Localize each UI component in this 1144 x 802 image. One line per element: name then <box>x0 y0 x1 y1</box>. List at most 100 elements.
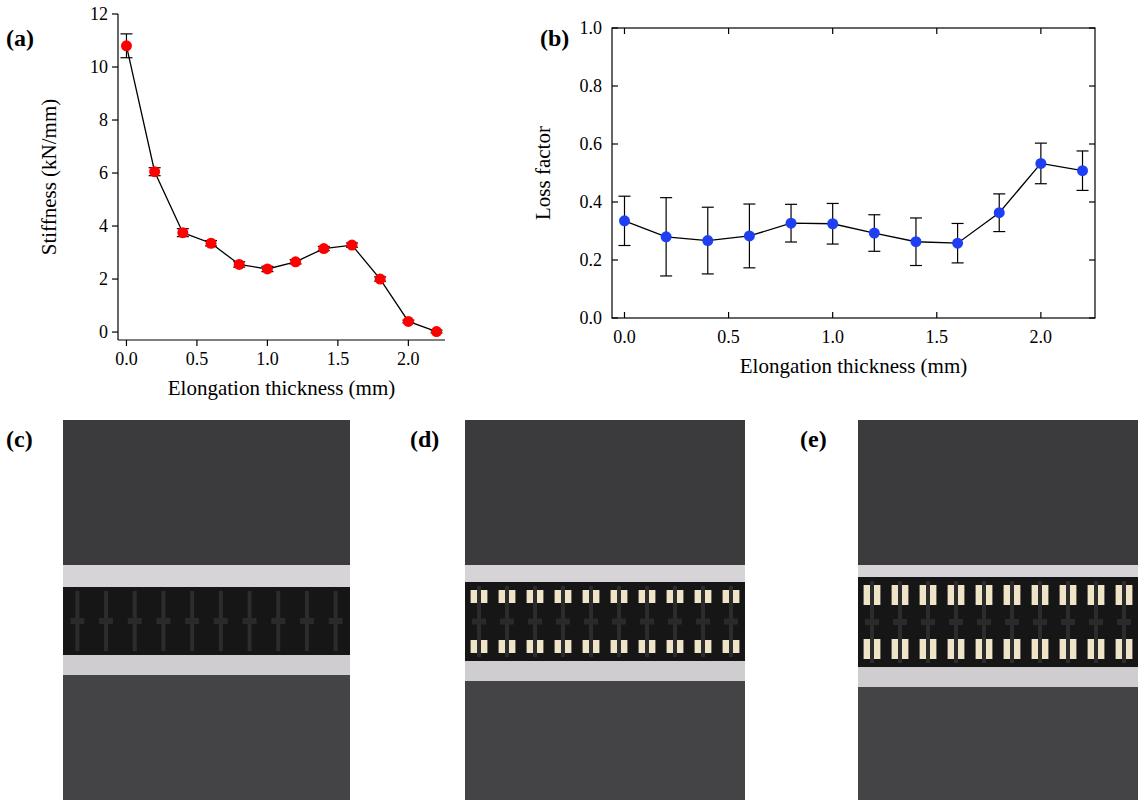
y-tick-label: 0.2 <box>580 250 603 270</box>
x-tick-top <box>624 28 625 34</box>
x-tick-label: 1.0 <box>821 327 844 347</box>
error-bar <box>868 215 880 252</box>
data-point <box>234 259 245 270</box>
y-axis-title: Stiffness (kN/mm) <box>37 99 61 256</box>
photo-background <box>63 420 350 800</box>
y-tick <box>112 13 118 14</box>
y-tick-label: 0.4 <box>580 192 603 212</box>
y-tick <box>612 143 618 144</box>
data-point <box>619 215 630 226</box>
photo-background <box>63 675 350 800</box>
y-tick-label: 2 <box>99 269 108 289</box>
x-tick <box>832 312 833 318</box>
x-tick-label: 0.0 <box>115 349 138 369</box>
photo-tooth <box>300 618 314 624</box>
photo-tooth <box>668 619 682 625</box>
data-point <box>346 240 357 251</box>
photo-tooth <box>1005 619 1019 625</box>
y-tick-right <box>1089 317 1095 318</box>
panel-0: 0.00.51.01.52.0024681012Elongation thick… <box>6 4 445 400</box>
photo-tooth <box>500 619 514 625</box>
data-point <box>177 227 188 238</box>
y-tick-label: 0.8 <box>580 76 603 96</box>
panel-label: (e) <box>800 426 827 452</box>
y-tick-label: 0.6 <box>580 134 603 154</box>
x-tick <box>196 340 197 346</box>
photo-tooth <box>70 618 84 624</box>
y-tick-right <box>1089 85 1095 86</box>
plot-frame <box>612 28 1095 318</box>
x-tick-label: 2.0 <box>1030 327 1053 347</box>
y-tick <box>112 119 118 120</box>
y-tick-label: 10 <box>90 57 108 77</box>
data-point <box>702 235 713 246</box>
photo-tooth <box>949 619 963 625</box>
photo-band <box>63 587 350 655</box>
photo-tooth <box>1061 619 1075 625</box>
y-tick-right <box>1089 27 1095 28</box>
data-point <box>952 238 963 249</box>
data-point <box>431 326 442 337</box>
panel-label: (d) <box>410 426 439 452</box>
data-point <box>786 218 797 229</box>
x-axis-title: Elongation thickness (mm) <box>740 354 967 378</box>
y-tick-right <box>1089 259 1095 260</box>
y-tick-right <box>1089 201 1095 202</box>
data-point <box>994 207 1005 218</box>
photo-strip <box>63 565 350 587</box>
y-tick <box>612 27 618 28</box>
x-tick-label: 0.5 <box>717 327 740 347</box>
error-bar <box>120 34 132 58</box>
error-bar <box>1035 143 1047 184</box>
photo-tooth <box>977 619 991 625</box>
data-point <box>403 316 414 327</box>
error-bar <box>1077 151 1089 190</box>
y-tick <box>612 201 618 202</box>
y-tick-label: 4 <box>99 216 108 236</box>
photo-panel: (c) <box>6 420 350 800</box>
photo-tooth <box>556 619 570 625</box>
y-tick <box>612 259 618 260</box>
plot-marks <box>618 143 1088 276</box>
photo-tooth <box>329 618 343 624</box>
x-axis-title: Elongation thickness (mm) <box>168 376 395 400</box>
plot-marks <box>120 34 442 337</box>
photo-tooth <box>128 618 142 624</box>
x-tick-label: 2.0 <box>397 349 420 369</box>
panel-label: (b) <box>540 25 569 51</box>
photo-tooth <box>584 619 598 625</box>
data-point <box>121 40 132 51</box>
y-tick <box>112 66 118 67</box>
error-bar <box>743 204 755 268</box>
photo-tooth <box>214 618 228 624</box>
data-point <box>661 231 672 242</box>
y-axis-title: Loss factor <box>531 126 555 220</box>
data-point <box>910 236 921 247</box>
y-tick <box>112 225 118 226</box>
photo-tooth <box>921 619 935 625</box>
error-bar <box>827 203 839 244</box>
x-tick <box>408 340 409 346</box>
photo-tooth <box>1033 619 1047 625</box>
x-tick <box>337 340 338 346</box>
y-tick-label: 0.0 <box>580 308 603 328</box>
photo-tooth <box>612 619 626 625</box>
panel-label: (c) <box>6 426 33 452</box>
photo-tooth <box>1117 619 1131 625</box>
data-point <box>827 218 838 229</box>
photo-background <box>858 420 1138 800</box>
x-tick-top <box>936 28 937 34</box>
photo-tooth <box>865 619 879 625</box>
data-point <box>149 166 160 177</box>
photo-band <box>465 582 745 661</box>
photo-strip <box>63 655 350 675</box>
x-tick <box>1040 312 1041 318</box>
y-tick <box>112 331 118 332</box>
x-tick <box>624 312 625 318</box>
x-tick-top <box>1040 28 1041 34</box>
y-tick-label: 1.0 <box>580 18 603 38</box>
x-tick-label: 1.5 <box>926 327 949 347</box>
photo-background <box>465 420 745 800</box>
y-tick <box>112 278 118 279</box>
y-tick <box>112 172 118 173</box>
